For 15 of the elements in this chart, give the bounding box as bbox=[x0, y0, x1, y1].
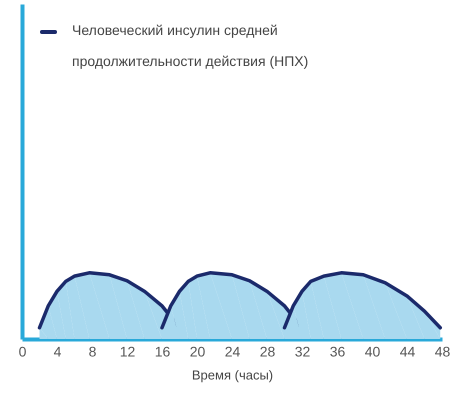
x-tick-label: 12 bbox=[120, 344, 136, 360]
x-tick-label: 40 bbox=[364, 344, 380, 360]
x-tick-label: 0 bbox=[18, 344, 27, 360]
x-tick-label: 16 bbox=[154, 344, 170, 360]
x-axis-title: Время (часы) bbox=[192, 368, 274, 382]
legend-label: Человеческий инсулин средней продолжительности действия (НПХ) bbox=[72, 22, 308, 69]
x-tick-label: 48 bbox=[434, 344, 450, 360]
x-tick-label: 32 bbox=[294, 344, 310, 360]
x-tick-label: 4 bbox=[54, 344, 62, 360]
x-tick-label: 36 bbox=[330, 344, 346, 360]
x-tick-label: 8 bbox=[88, 344, 97, 360]
x-tick-label: 24 bbox=[224, 344, 240, 360]
x-tick-label: 20 bbox=[190, 344, 206, 360]
x-tick-label: 28 bbox=[260, 344, 276, 360]
x-tick-label: 44 bbox=[400, 344, 416, 360]
